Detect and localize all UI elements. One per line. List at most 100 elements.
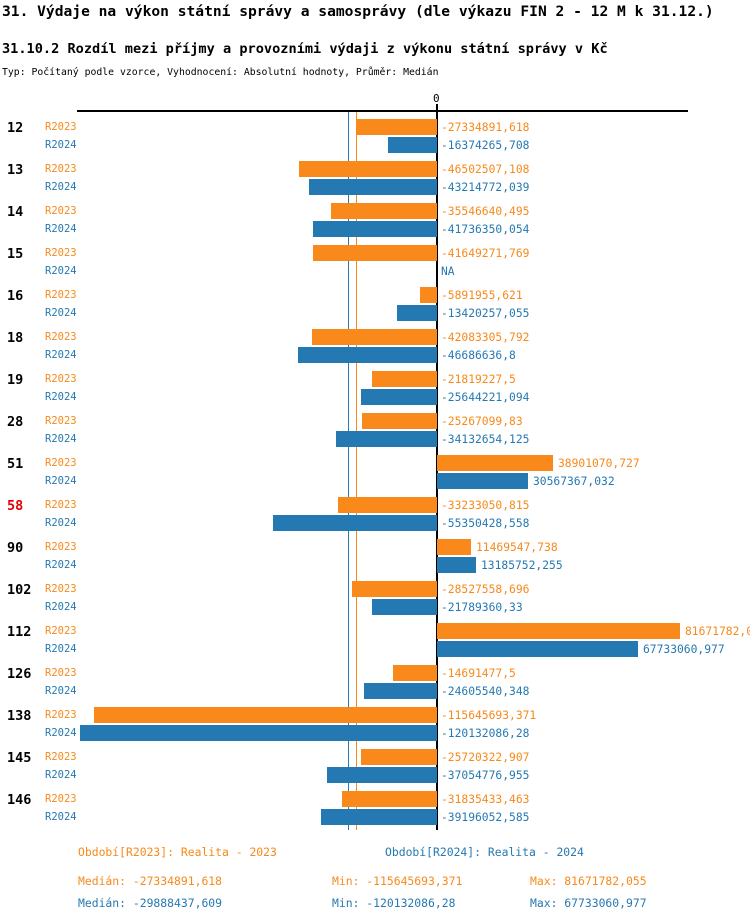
bar-r2023-14 <box>331 203 437 219</box>
category-label-15: 15 <box>7 246 24 262</box>
bar-r2024-12 <box>388 137 437 153</box>
series-label-r2024-146: R2024 <box>45 811 77 823</box>
bar-r2024-58 <box>273 515 437 531</box>
value-label-r2023-51: 38901070,727 <box>558 457 640 470</box>
value-label-r2024-90: 13185752,255 <box>481 559 563 572</box>
category-label-90: 90 <box>7 540 24 556</box>
category-label-146: 146 <box>7 792 32 808</box>
bar-r2024-19 <box>361 389 437 405</box>
series-label-r2023-145: R2023 <box>45 751 77 763</box>
value-label-r2023-126: -14691477,5 <box>441 667 516 680</box>
bar-r2023-19 <box>372 371 437 387</box>
value-label-r2024-12: -16374265,708 <box>441 139 530 152</box>
value-label-r2024-138: -120132086,28 <box>441 727 530 740</box>
series-label-r2023-102: R2023 <box>45 583 77 595</box>
bar-r2024-145 <box>327 767 437 783</box>
value-label-r2024-102: -21789360,33 <box>441 601 523 614</box>
legend-period-r2023: Období[R2023]: Realita - 2023 <box>78 845 277 859</box>
value-label-r2024-14: -41736350,054 <box>441 223 530 236</box>
series-label-r2023-12: R2023 <box>45 121 77 133</box>
bar-r2023-146 <box>342 791 437 807</box>
series-label-r2023-112: R2023 <box>45 625 77 637</box>
bar-r2023-15 <box>313 245 437 261</box>
stat-min-r2023: Min: -115645693,371 <box>332 874 463 888</box>
series-label-r2024-15: R2024 <box>45 265 77 277</box>
series-label-r2023-18: R2023 <box>45 331 77 343</box>
series-label-r2023-138: R2023 <box>45 709 77 721</box>
value-label-r2024-126: -24605540,348 <box>441 685 530 698</box>
value-label-r2024-112: 67733060,977 <box>643 643 725 656</box>
category-label-102: 102 <box>7 582 32 598</box>
bar-r2023-18 <box>312 329 437 345</box>
zero-tick-label: 0 <box>433 92 440 105</box>
bar-r2023-51 <box>437 455 553 471</box>
bar-r2024-146 <box>321 809 437 825</box>
series-label-r2024-18: R2024 <box>45 349 77 361</box>
median-line-r2024 <box>348 112 349 830</box>
stat-median-r2023: Medián: -27334891,618 <box>78 874 223 888</box>
value-label-r2023-18: -42083305,792 <box>441 331 530 344</box>
chart-meta-line: Typ: Počítaný podle vzorce, Vyhodnocení:… <box>2 67 439 78</box>
series-label-r2023-19: R2023 <box>45 373 77 385</box>
page-title: 31. Výdaje na výkon státní správy a samo… <box>2 3 714 20</box>
value-label-r2023-16: -5891955,621 <box>441 289 523 302</box>
value-label-r2023-145: -25720322,907 <box>441 751 530 764</box>
series-label-r2024-14: R2024 <box>45 223 77 235</box>
series-label-r2024-58: R2024 <box>45 517 77 529</box>
value-label-r2023-90: 11469547,738 <box>476 541 558 554</box>
value-label-r2023-15: -41649271,769 <box>441 247 530 260</box>
series-label-r2024-13: R2024 <box>45 181 77 193</box>
value-label-r2023-146: -31835433,463 <box>441 793 530 806</box>
bar-r2024-16 <box>397 305 437 321</box>
series-label-r2024-126: R2024 <box>45 685 77 697</box>
value-label-r2024-15: NA <box>441 265 455 278</box>
category-label-112: 112 <box>7 624 32 640</box>
value-label-r2023-58: -33233050,815 <box>441 499 530 512</box>
bar-r2023-58 <box>338 497 437 513</box>
bar-r2023-102 <box>352 581 437 597</box>
value-label-r2024-16: -13420257,055 <box>441 307 530 320</box>
bar-r2024-13 <box>309 179 437 195</box>
bar-r2024-126 <box>364 683 437 699</box>
category-label-145: 145 <box>7 750 32 766</box>
x-axis-line <box>77 110 688 112</box>
bar-r2023-138 <box>94 707 437 723</box>
value-label-r2024-145: -37054776,955 <box>441 769 530 782</box>
value-label-r2023-102: -28527558,696 <box>441 583 530 596</box>
category-label-13: 13 <box>7 162 24 178</box>
bar-r2024-90 <box>437 557 476 573</box>
value-label-r2023-138: -115645693,371 <box>441 709 537 722</box>
series-label-r2023-15: R2023 <box>45 247 77 259</box>
value-label-r2024-18: -46686636,8 <box>441 349 516 362</box>
value-label-r2023-13: -46502507,108 <box>441 163 530 176</box>
series-label-r2024-112: R2024 <box>45 643 77 655</box>
category-label-28: 28 <box>7 414 24 430</box>
median-line-r2023 <box>356 112 357 830</box>
stat-max-r2023: Max: 81671782,055 <box>530 874 647 888</box>
bar-r2023-12 <box>356 119 437 135</box>
bar-r2023-16 <box>420 287 437 303</box>
value-label-r2024-58: -55350428,558 <box>441 517 530 530</box>
series-label-r2023-16: R2023 <box>45 289 77 301</box>
series-label-r2024-16: R2024 <box>45 307 77 319</box>
category-label-138: 138 <box>7 708 32 724</box>
stat-median-r2024: Medián: -29888437,609 <box>78 896 223 910</box>
series-label-r2023-146: R2023 <box>45 793 77 805</box>
series-label-r2023-90: R2023 <box>45 541 77 553</box>
stat-min-r2024: Min: -120132086,28 <box>332 896 456 910</box>
category-label-18: 18 <box>7 330 24 346</box>
category-label-58: 58 <box>7 498 24 514</box>
bar-r2024-51 <box>437 473 528 489</box>
bar-r2024-112 <box>437 641 638 657</box>
stat-max-r2024: Max: 67733060,977 <box>530 896 647 910</box>
category-label-19: 19 <box>7 372 24 388</box>
bar-r2023-28 <box>362 413 437 429</box>
series-label-r2024-138: R2024 <box>45 727 77 739</box>
value-label-r2023-12: -27334891,618 <box>441 121 530 134</box>
bar-r2024-138 <box>80 725 437 741</box>
legend-period-r2024: Období[R2024]: Realita - 2024 <box>385 845 584 859</box>
series-label-r2024-145: R2024 <box>45 769 77 781</box>
bar-r2023-90 <box>437 539 471 555</box>
value-label-r2024-13: -43214772,039 <box>441 181 530 194</box>
